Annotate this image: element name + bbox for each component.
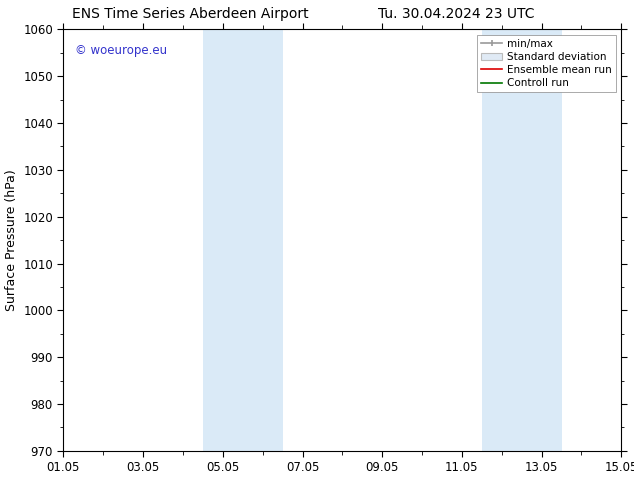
Text: Tu. 30.04.2024 23 UTC: Tu. 30.04.2024 23 UTC: [378, 7, 534, 22]
Legend: min/max, Standard deviation, Ensemble mean run, Controll run: min/max, Standard deviation, Ensemble me…: [477, 35, 616, 92]
Y-axis label: Surface Pressure (hPa): Surface Pressure (hPa): [4, 169, 18, 311]
Bar: [203, 29, 283, 451]
Text: © woeurope.eu: © woeurope.eu: [75, 44, 167, 57]
Text: ENS Time Series Aberdeen Airport: ENS Time Series Aberdeen Airport: [72, 7, 309, 22]
Bar: [482, 29, 562, 451]
